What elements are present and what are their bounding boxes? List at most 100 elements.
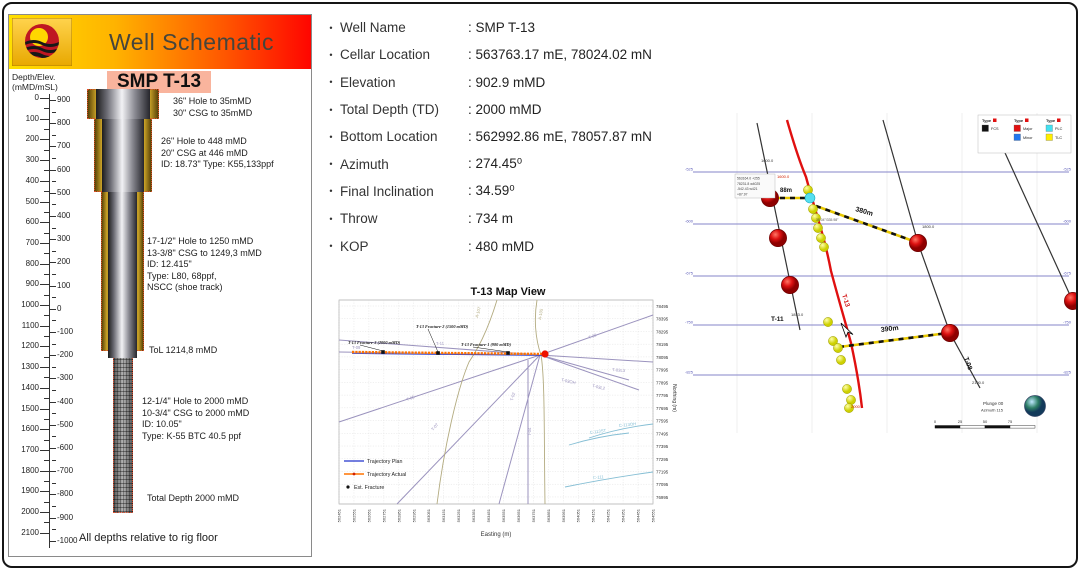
msl-tick [50,216,56,217]
md-tick [40,242,49,244]
md-tick-label: 2000 [21,507,39,516]
msl-tick [50,192,56,194]
md-minor-tick [44,170,49,172]
easting-tick-label: 562851 [396,508,401,522]
msl-minor-tick [52,111,56,113]
easting-tick-label: 562551 [351,508,356,522]
well-info-row: • Azimuth: 274.45⁰ [322,150,674,177]
map-trace-label: T-03OH [561,377,576,385]
trajectory-plan-line [351,353,546,356]
easting-tick-label: 563851 [546,508,551,522]
md-minor-tick [44,149,49,151]
scalebar-segment [984,425,1011,429]
fracture-leader [359,344,384,352]
well-info-value: : 563763.17 mE, 78024.02 mN [468,47,652,63]
easting-tick-label: 564251 [606,508,611,522]
map-trace-label: T-11 [436,341,445,346]
bullet-icon: • [329,49,333,60]
map-trace-label: T-03L2 [592,383,606,391]
northing-tick-label: 78195 [656,342,669,347]
md-minor-tick [44,273,49,275]
northing-tick-label: 77795 [656,393,669,398]
scalebar-tick-label: 75 [1008,419,1013,424]
legend-label: Trajectory Actual [367,472,406,478]
md-minor-tick [44,418,49,420]
fracture-marker [381,350,385,354]
md-minor-tick [44,294,49,296]
legend-entry-label: Major [1023,127,1033,131]
legend-fracture-dot [346,485,350,489]
md-tick [40,222,49,224]
md-tick-label: 700 [25,237,39,247]
legend-header-icon [1025,118,1029,122]
scalebar-tick-label: 0 [934,419,937,424]
md-minor-tick [44,398,49,400]
md-tick-label: 0 [34,93,39,102]
feedzone-minor-marker [811,213,821,223]
map-trace-T-03OH [539,354,630,381]
well-info-row: • Total Depth (TD): 2000 mMD [322,96,674,123]
msl-tick-label: 600 [57,164,71,174]
scalebar-tick-label: 25 [958,419,963,424]
md-tick [40,118,49,120]
msl-minor-tick [52,506,56,507]
msl-tick-label: -200 [57,350,74,360]
md-tick [40,305,49,306]
easting-tick-label: 562751 [381,508,386,522]
msl-tick [50,517,56,519]
msl-tick-label: 200 [57,257,71,267]
md-tick [40,449,49,451]
map-trace-T-05 [338,354,541,423]
msl-tick [50,308,56,310]
feedzone-major-marker [909,234,927,252]
feedzone-minor-marker [836,355,846,365]
depth-label: 2000 [851,404,861,409]
bullet-icon: • [329,186,333,197]
northing-tick-label: 77495 [656,431,669,436]
map-trace-C-111 [564,471,654,488]
legend-swatch [1013,133,1021,141]
casing-annotation: 17-1/2" Hole to 1250 mMD 13-3/8" CSG to … [147,236,262,292]
md-minor-tick [44,460,49,462]
msl-tick-label: -800 [57,489,74,499]
msl-tick [50,424,56,426]
md-tick [40,532,49,534]
section-bg [683,103,1077,471]
md-minor-tick [44,315,49,317]
easting-tick-label: 562651 [366,508,371,522]
easting-tick-label: 563451 [486,508,491,522]
msl-tick [50,378,56,380]
msl-tick [50,262,56,264]
northing-tick-label: 78295 [656,329,669,334]
fracture-label: T-13 Fracture-1 (980 mMD) [461,342,512,347]
well-info-row: • Final Inclination: 34.59⁰ [322,178,674,205]
map-trace-C-113ST [568,432,630,446]
annotation-line: -542.43 w421 [737,187,758,191]
well-info-row: • Bottom Location: 562992.86 mE, 78057.87… [322,123,674,150]
feedzone-minor-marker [816,233,826,243]
legend-header-icon [993,118,997,122]
legend-header: Type [982,118,992,123]
feedzone-minor-marker [828,336,838,346]
msl-minor-tick [52,250,56,252]
fracture-leader [472,346,509,353]
map-grid [338,300,654,504]
map-trace-label: T-07 [430,422,440,432]
msl-tick-label: -700 [57,466,74,476]
easting-axis-label: Easting (m) [481,532,512,538]
easting-tick-label: 564351 [621,508,626,522]
easting-tick-label: 564451 [636,508,641,522]
msl-minor-tick [52,436,56,438]
easting-tick-label: 563751 [531,508,536,522]
legend-swatch [1013,124,1021,132]
feedzone-minor-marker [833,343,843,353]
md-tick [40,325,49,327]
msl-minor-tick [52,297,56,299]
well-info-label: Throw [340,211,378,227]
well-info-label: Azimuth [340,156,389,172]
md-tick-label: 1600 [21,424,39,434]
md-tick-label: 1700 [21,444,39,454]
globe-icon [1024,395,1046,417]
fracture-leader [427,328,439,353]
msl-tick [50,285,56,287]
